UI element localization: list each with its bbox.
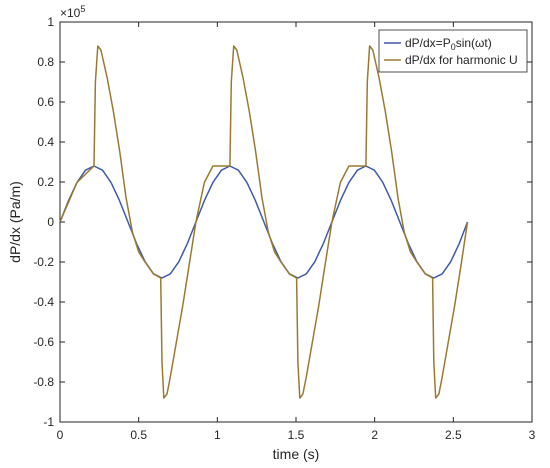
plot-area xyxy=(59,21,533,423)
legend-entry-series-2: dP/dx for harmonic U xyxy=(405,53,518,67)
x-tick-label: 1 xyxy=(214,428,221,442)
series-layer xyxy=(59,45,469,399)
y-tick-label: 0 xyxy=(47,215,54,229)
x-axis-label: time (s) xyxy=(273,446,320,462)
y-tick-label: -0.6 xyxy=(33,335,54,349)
x-tick-label: 1.5 xyxy=(288,428,305,442)
x-tick-label: 2 xyxy=(371,428,378,442)
legend: dP/dx=P0sin(ωt) dP/dx for harmonic U xyxy=(378,29,528,73)
y-tick-label: -0.2 xyxy=(33,255,54,269)
y-tick-label: 1 xyxy=(47,15,54,29)
series-line-2 xyxy=(59,45,469,399)
x-axis-ticks: 0 0.5 1 1.5 2 2.5 3 xyxy=(57,22,536,442)
y-tick-label: -0.4 xyxy=(33,295,54,309)
legend-box xyxy=(378,29,528,73)
y-tick-label: 0.4 xyxy=(37,135,54,149)
y-tick-label: -0.8 xyxy=(33,375,54,389)
legend-entry-series-1: dP/dx=P0sin(ωt) xyxy=(405,36,492,52)
y-axis-exponent: ×105 xyxy=(60,4,85,20)
y-tick-label: 0.2 xyxy=(37,175,54,189)
x-tick-label: 3 xyxy=(529,428,536,442)
y-tick-label: 0.6 xyxy=(37,95,54,109)
y-axis-ticks: -1 -0.8 -0.6 -0.4 -0.2 0 0.2 0.4 0.6 0.8 1 xyxy=(33,15,532,429)
y-tick-label: -1 xyxy=(43,415,54,429)
x-tick-label: 0 xyxy=(57,428,64,442)
y-axis-label: dP/dx (Pa/m) xyxy=(7,181,23,263)
y-tick-label: 0.8 xyxy=(37,55,54,69)
x-tick-label: 2.5 xyxy=(445,428,462,442)
x-tick-label: 0.5 xyxy=(130,428,147,442)
series-line-1 xyxy=(59,165,469,279)
